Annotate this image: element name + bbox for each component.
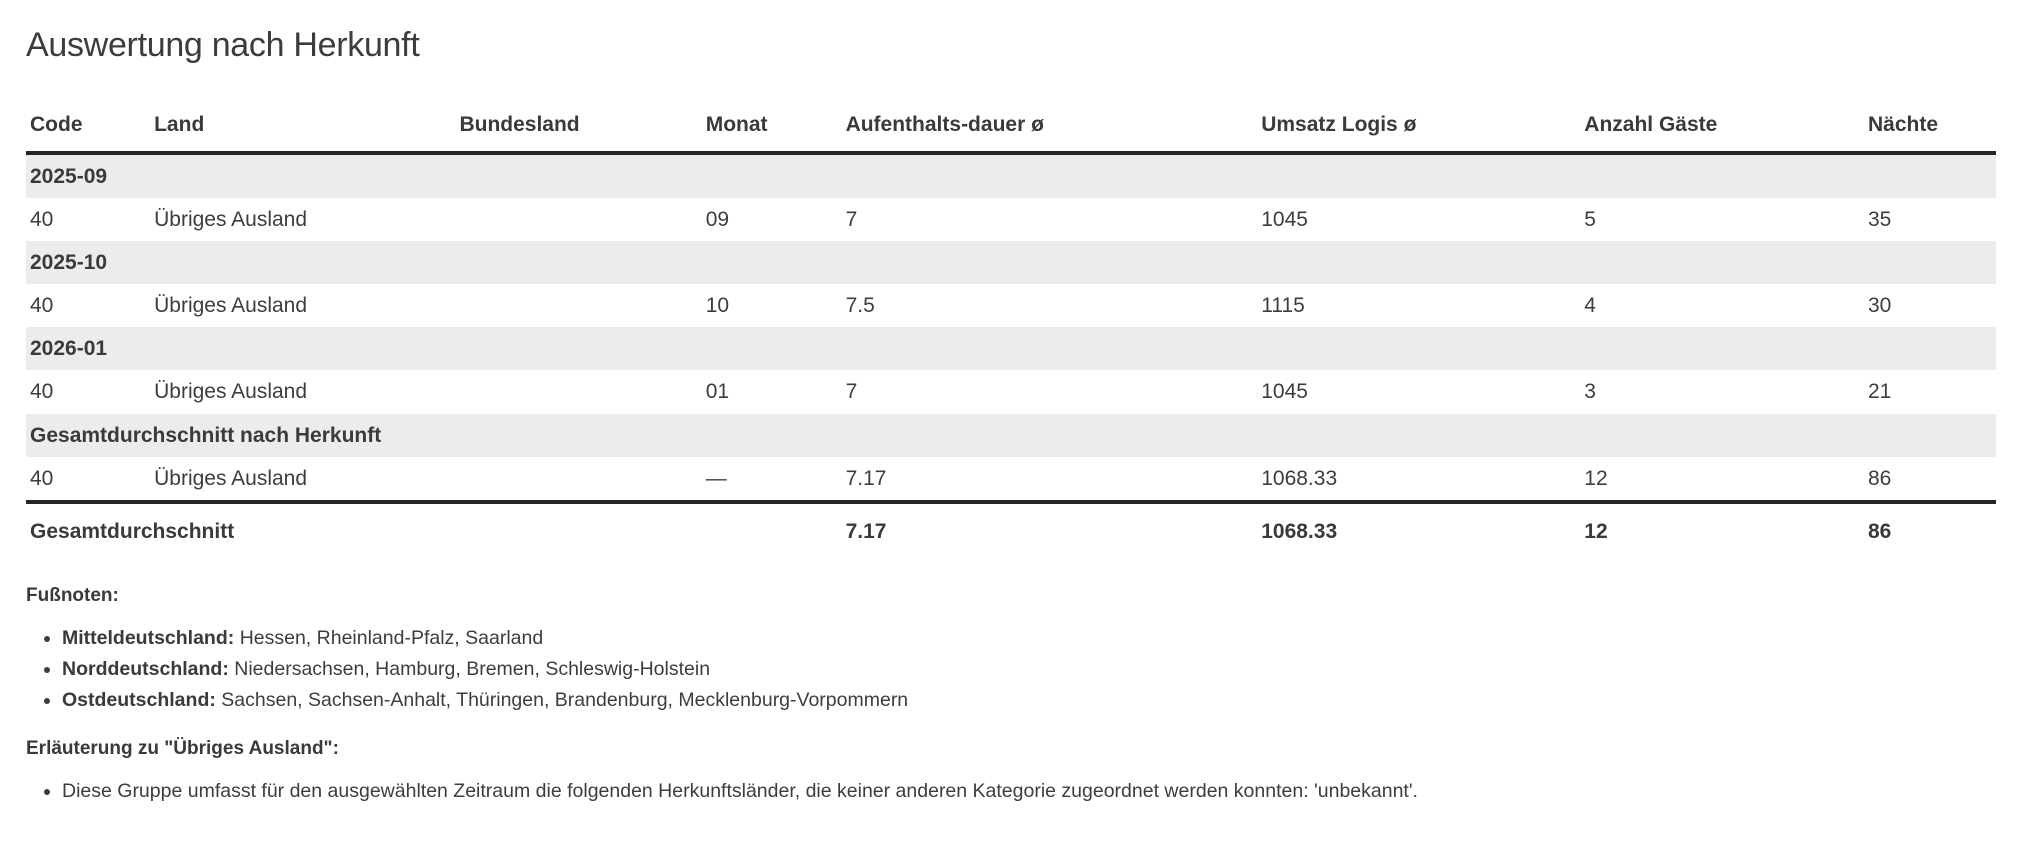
cell-aufenthaltsdauer: 7 xyxy=(845,380,858,404)
group-row-2025-09: 2025-09 xyxy=(26,153,1996,199)
group-label: 2026-01 xyxy=(26,327,1996,371)
group-row-2025-10: 2025-10 xyxy=(26,241,1996,285)
total-label: Gesamtdurchschnitt xyxy=(30,519,235,543)
column-header-aufenthaltsdauer: Aufenthalts-dauer ø xyxy=(841,103,1258,155)
total-aufenthaltsdauer: 7.17 xyxy=(845,519,887,543)
total-umsatz-logis: 1068.33 xyxy=(1261,519,1338,543)
data-row-2026-01: 40 Übriges Ausland 01 7 1045 3 21 xyxy=(26,370,1996,413)
footnotes-list: Mitteldeutschland: Hessen, Rheinland-Pfa… xyxy=(26,627,1996,712)
data-row-2025-10: 40 Übriges Ausland 10 7.5 1115 4 30 xyxy=(26,284,1996,327)
explanation-list: Diese Gruppe umfasst für den ausgewählte… xyxy=(26,780,1996,803)
footnote-term: Mitteldeutschland: xyxy=(62,626,235,649)
herkunft-report-table: Code Land Bundesland Monat Aufenthalts-d… xyxy=(26,103,1996,559)
cell-code: 40 xyxy=(30,208,54,232)
cell-bundesland xyxy=(455,370,701,413)
group-label: 2025-10 xyxy=(26,241,1996,285)
cell-monat: 01 xyxy=(705,380,730,404)
footnote-item-mitteldeutschland: Mitteldeutschland: Hessen, Rheinland-Pfa… xyxy=(62,627,1996,650)
column-header-naechte: Nächte xyxy=(1863,103,1996,155)
cell-anzahl-gaeste: 5 xyxy=(1584,208,1596,232)
cell-land: Übriges Ausland xyxy=(154,294,308,318)
cell-umsatz-logis: 1045 xyxy=(1261,380,1308,404)
column-header-land: Land xyxy=(150,103,456,155)
cell-monat: 10 xyxy=(705,294,730,318)
page-title: Auswertung nach Herkunft xyxy=(26,26,420,64)
footnote-item-ostdeutschland: Ostdeutschland: Sachsen, Sachsen-Anhalt,… xyxy=(62,689,1996,712)
group-row-2026-01: 2026-01 xyxy=(26,327,1996,371)
cell-naechte: 21 xyxy=(1867,380,1892,404)
cell-anzahl-gaeste: 12 xyxy=(1580,456,1864,504)
footnote-text: Hessen, Rheinland-Pfalz, Saarland xyxy=(239,626,544,649)
cell-aufenthaltsdauer: 7.5 xyxy=(845,294,875,318)
report-page: Auswertung nach Herkunft Code Land Bunde… xyxy=(0,0,2024,803)
cell-land: Übriges Ausland xyxy=(154,208,308,232)
cell-aufenthaltsdauer: 7 xyxy=(845,208,858,232)
data-row-herkunft-durchschnitt: 40 Übriges Ausland — 7.17 1068.33 12 86 xyxy=(26,456,1996,504)
group-label: Gesamtdurchschnitt nach Herkunft xyxy=(26,413,1996,457)
cell-umsatz-logis: 1115 xyxy=(1261,294,1305,318)
column-header-umsatz-logis: Umsatz Logis ø xyxy=(1257,103,1581,155)
data-row-2025-09: 40 Übriges Ausland 09 7 1045 5 35 xyxy=(26,198,1996,241)
cell-naechte: 30 xyxy=(1867,294,1892,318)
group-label: 2025-09 xyxy=(26,153,1996,199)
footnotes-section: Fußnoten: Mitteldeutschland: Hessen, Rhe… xyxy=(26,585,1996,803)
footnote-item-norddeutschland: Norddeutschland: Niedersachsen, Hamburg,… xyxy=(62,658,1996,681)
column-header-code: Code xyxy=(26,103,151,155)
cell-anzahl-gaeste: 3 xyxy=(1584,380,1596,404)
column-header-anzahl-gaeste: Anzahl Gäste xyxy=(1580,103,1864,155)
table-header-row: Code Land Bundesland Monat Aufenthalts-d… xyxy=(26,103,1996,155)
explanation-item: Diese Gruppe umfasst für den ausgewählte… xyxy=(62,780,1996,803)
cell-bundesland xyxy=(455,456,702,504)
total-naechte: 86 xyxy=(1867,519,1892,543)
cell-naechte: 86 xyxy=(1863,456,1996,504)
explanation-heading: Erläuterung zu "Übriges Ausland": xyxy=(26,737,339,759)
column-header-monat: Monat xyxy=(701,103,842,155)
cell-naechte: 35 xyxy=(1867,208,1892,232)
footnote-text: Sachsen, Sachsen-Anhalt, Thüringen, Bran… xyxy=(221,688,909,711)
cell-code: 40 xyxy=(30,380,54,404)
cell-monat: 09 xyxy=(705,208,730,232)
cell-aufenthaltsdauer: 7.17 xyxy=(841,456,1258,504)
cell-code: 40 xyxy=(30,294,54,318)
footnote-text: Niedersachsen, Hamburg, Bremen, Schleswi… xyxy=(234,657,711,680)
total-row-gesamtdurchschnitt: Gesamtdurchschnitt 7.17 1068.33 12 86 xyxy=(26,502,1996,559)
column-header-bundesland: Bundesland xyxy=(455,103,702,155)
footnotes-heading: Fußnoten: xyxy=(26,584,119,606)
cell-bundesland xyxy=(455,284,701,327)
cell-land: Übriges Ausland xyxy=(150,456,456,504)
cell-umsatz-logis: 1068.33 xyxy=(1257,456,1581,504)
cell-anzahl-gaeste: 4 xyxy=(1584,294,1596,318)
cell-land: Übriges Ausland xyxy=(154,380,308,404)
total-anzahl-gaeste: 12 xyxy=(1584,519,1608,543)
footnote-term: Ostdeutschland: xyxy=(62,688,216,711)
cell-monat: — xyxy=(701,456,842,504)
group-row-gesamtdurchschnitt-nach-herkunft: Gesamtdurchschnitt nach Herkunft xyxy=(26,413,1996,457)
footnote-term: Norddeutschland: xyxy=(62,657,229,680)
cell-code: 40 xyxy=(26,456,151,504)
cell-bundesland xyxy=(455,198,701,241)
cell-umsatz-logis: 1045 xyxy=(1261,208,1308,232)
